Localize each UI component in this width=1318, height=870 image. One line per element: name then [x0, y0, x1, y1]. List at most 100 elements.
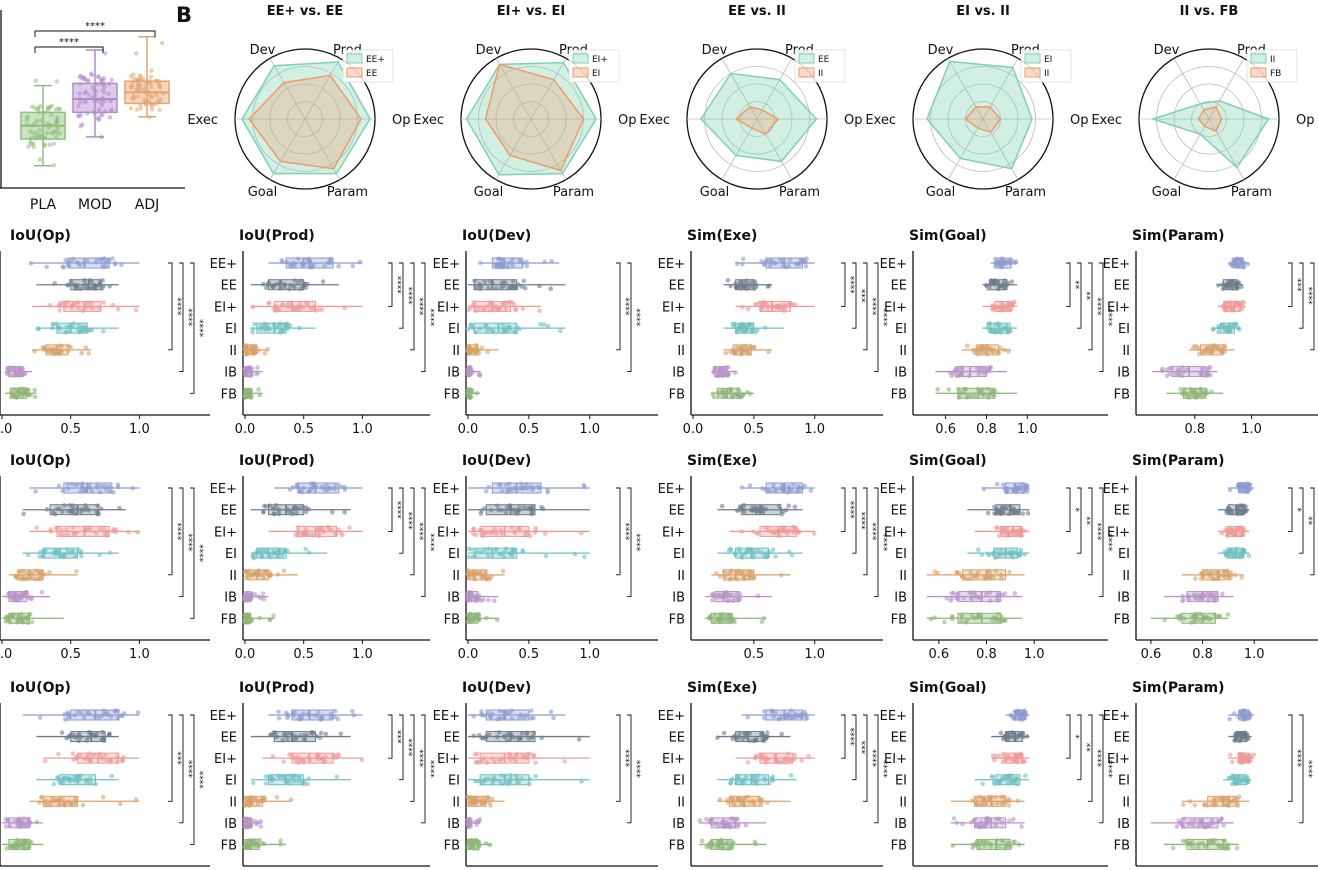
strip-panel-title: Sim(Goal) [909, 453, 987, 469]
radar-legend-swatch [1250, 67, 1267, 78]
strip-point [29, 840, 34, 845]
significance-bracket [1288, 487, 1293, 532]
strip-point [280, 302, 286, 308]
strip-point [743, 822, 749, 828]
strip-point [996, 533, 1002, 538]
strip-point [3, 619, 9, 624]
strip-point [300, 711, 306, 717]
strip-point [275, 572, 281, 577]
strip-point [81, 715, 87, 720]
strip-point [1174, 824, 1180, 829]
strip-point [766, 349, 771, 355]
strip-point [246, 568, 252, 574]
box-point [35, 106, 41, 112]
strip-point [551, 715, 556, 721]
strip-point [57, 343, 63, 348]
strip-point [739, 485, 745, 490]
strip-point [265, 571, 271, 577]
strip-point [498, 716, 504, 722]
strip-point [1237, 509, 1242, 515]
radar-legend-label: EE [366, 69, 378, 79]
strip-point [501, 549, 507, 555]
significance-bracket [1099, 714, 1104, 824]
strip-point [974, 572, 979, 578]
strip-point [954, 820, 960, 826]
strip-point [101, 329, 106, 334]
strip-point [767, 262, 773, 268]
strip-point [993, 822, 999, 828]
strip-point [300, 305, 306, 310]
strip-point [276, 508, 282, 513]
strip-point [1237, 302, 1242, 307]
strip-point [992, 256, 998, 262]
strip-point [347, 525, 352, 531]
strip-point [996, 753, 1002, 758]
strip-point [1004, 734, 1009, 740]
strip-point [53, 798, 59, 804]
strip-point [990, 618, 995, 623]
strip-group-label: IB [672, 366, 685, 381]
strip-point [115, 307, 121, 312]
strip-point [268, 554, 273, 560]
strip-point [63, 304, 68, 309]
strip-point [728, 823, 733, 828]
strip-point [286, 301, 292, 307]
strip-point [513, 758, 519, 764]
strip-point [710, 597, 715, 603]
significance-label: ** [1070, 280, 1080, 290]
significance-bracket [190, 262, 195, 394]
strip-point [1173, 372, 1178, 377]
strip-point [120, 713, 125, 719]
strip-group-label: EI [225, 547, 237, 562]
strip-group-label: IB [1117, 591, 1130, 606]
strip-point [283, 325, 289, 331]
strip-point [1005, 753, 1011, 759]
strip-point [1200, 350, 1206, 356]
strip-point [541, 322, 546, 327]
strip-point [524, 713, 529, 718]
significance-label: **** [85, 21, 105, 32]
significance-label: **** [845, 501, 855, 520]
strip-group-label: FB [891, 838, 907, 853]
strip-point [1181, 616, 1187, 621]
strip-point [529, 708, 534, 714]
strip-point [1005, 306, 1011, 312]
box-point [99, 134, 104, 140]
strip-group-label: EI [895, 547, 907, 562]
strip-point [271, 548, 276, 554]
strip-point [500, 568, 506, 574]
strip-point [517, 526, 523, 532]
strip-point [507, 327, 512, 333]
strip-point [1239, 503, 1245, 508]
strip-point [1181, 387, 1187, 392]
strip-panel-r1c1: IoU(Op)EE+EEEI+EIIIIBFB0.00.51.0********… [0, 228, 210, 437]
strip-group-label: EI [1118, 547, 1130, 562]
strip-point [271, 511, 277, 516]
strip-point [1159, 366, 1165, 371]
radar-axis-label: Goal [700, 185, 730, 200]
strip-point [1239, 575, 1244, 580]
strip-point [1004, 799, 1009, 805]
strip-point [284, 731, 289, 737]
significance-label: ** [1303, 516, 1313, 526]
radar-axis-label: Exec [1091, 113, 1122, 128]
strip-point [1020, 511, 1026, 516]
strip-point [342, 305, 347, 311]
strip-point [779, 731, 784, 737]
strip-point [63, 257, 68, 263]
strip-x-tick-label: 0.6 [928, 647, 949, 662]
strip-point [562, 759, 568, 764]
strip-point [762, 262, 767, 267]
strip-point [286, 286, 292, 292]
strip-point [779, 511, 785, 517]
strip-point [1019, 824, 1024, 829]
strip-point [1208, 821, 1214, 826]
strip-point [496, 261, 502, 267]
strip-point [509, 716, 515, 721]
strip-point [793, 302, 798, 308]
strip-point [478, 549, 484, 555]
radar-legend-swatch [1024, 53, 1041, 64]
strip-group-label: EE+ [1103, 482, 1130, 497]
strip-point [502, 554, 507, 560]
strip-point [71, 282, 76, 287]
